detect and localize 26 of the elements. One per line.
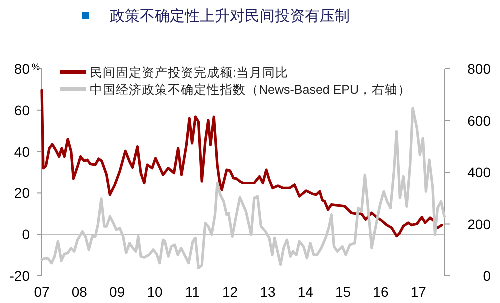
legend-label: 中国经济政策不确定性指数（News-Based EPU，右轴） (90, 83, 412, 97)
x-tick-label: 07 (34, 284, 50, 300)
y-tick-label: -20 (10, 268, 30, 284)
x-tick-label: 10 (147, 284, 163, 300)
x-tick-label: 09 (110, 284, 126, 300)
x-tick-label: 14 (298, 284, 314, 300)
x-tick-label: 16 (373, 284, 389, 300)
x-tick-label: 11 (185, 284, 200, 300)
chart-title: 政策不确定性上升对民间投资有压制 (110, 8, 350, 25)
x-tick-label: 17 (410, 284, 427, 300)
y-axis-title: % (32, 62, 40, 72)
y-tick-label: 80 (14, 61, 30, 77)
x-tick-label: 13 (260, 284, 276, 300)
y2-tick-label: 200 (468, 216, 492, 232)
y2-tick-label: 800 (468, 61, 492, 77)
legend-label: 民间固定资产投资完成额:当月同比 (90, 65, 288, 80)
x-tick-label: 15 (336, 284, 352, 300)
y-tick-label: 40 (14, 144, 30, 160)
x-tick-label: 12 (222, 284, 238, 300)
y-tick-label: 0 (22, 226, 30, 243)
x-tick-label: 08 (72, 284, 88, 300)
y2-tick-label: 600 (468, 112, 492, 129)
y2-tick-label: 0 (483, 268, 492, 284)
y-tick-label: 60 (14, 102, 30, 118)
y-tick-label: 20 (14, 185, 30, 202)
y2-tick-label: 400 (468, 164, 492, 180)
